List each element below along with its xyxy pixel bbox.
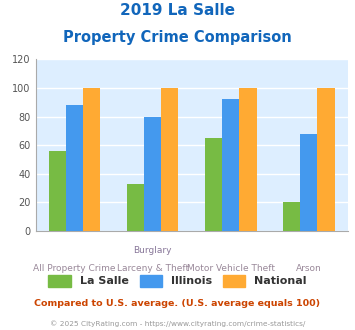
Text: Larceny & Theft: Larceny & Theft xyxy=(116,264,189,273)
Bar xyxy=(49,151,66,231)
Legend: La Salle, Illinois, National: La Salle, Illinois, National xyxy=(49,275,306,287)
Bar xyxy=(239,88,257,231)
Bar xyxy=(317,88,335,231)
Bar xyxy=(127,184,144,231)
Bar xyxy=(83,88,100,231)
Bar xyxy=(144,116,161,231)
Bar xyxy=(66,105,83,231)
Bar xyxy=(222,99,239,231)
Text: Burglary: Burglary xyxy=(133,246,172,255)
Bar xyxy=(205,138,222,231)
Text: © 2025 CityRating.com - https://www.cityrating.com/crime-statistics/: © 2025 CityRating.com - https://www.city… xyxy=(50,321,305,327)
Text: Property Crime Comparison: Property Crime Comparison xyxy=(63,30,292,45)
Text: Motor Vehicle Theft: Motor Vehicle Theft xyxy=(187,264,275,273)
Text: Arson: Arson xyxy=(296,264,322,273)
Bar xyxy=(300,134,317,231)
Text: 2019 La Salle: 2019 La Salle xyxy=(120,3,235,18)
Text: Compared to U.S. average. (U.S. average equals 100): Compared to U.S. average. (U.S. average … xyxy=(34,299,321,308)
Text: All Property Crime: All Property Crime xyxy=(33,264,116,273)
Bar xyxy=(283,202,300,231)
Bar xyxy=(161,88,179,231)
